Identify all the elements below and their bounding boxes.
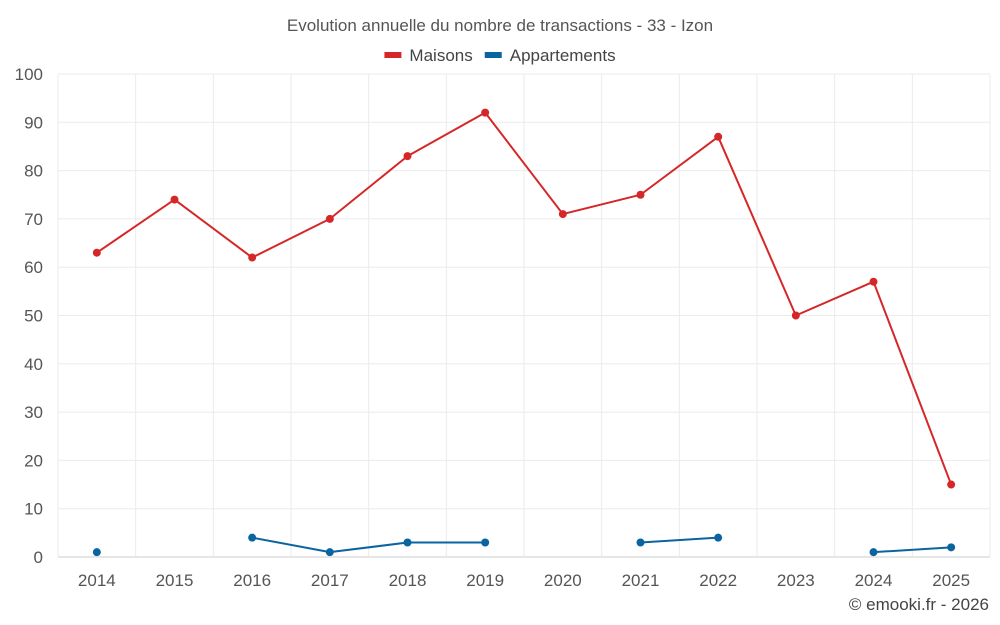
y-tick-label: 70	[24, 210, 43, 229]
x-tick-label: 2025	[932, 571, 970, 590]
data-point[interactable]	[403, 152, 412, 161]
y-tick-label: 10	[24, 500, 43, 519]
legend-label: Maisons	[409, 46, 472, 65]
data-point[interactable]	[636, 190, 645, 199]
data-point[interactable]	[481, 538, 490, 547]
plot-area	[92, 108, 956, 557]
data-point[interactable]	[92, 248, 101, 257]
x-tick-label: 2020	[544, 571, 582, 590]
x-tick-label: 2023	[777, 571, 815, 590]
series-line-segment	[561, 193, 642, 216]
series-appartements	[92, 533, 956, 557]
data-point[interactable]	[248, 253, 257, 262]
y-tick-label: 90	[24, 113, 43, 132]
y-tick-label: 0	[34, 548, 43, 567]
y-tick-label: 40	[24, 355, 43, 374]
data-point[interactable]	[248, 533, 257, 542]
data-point[interactable]	[714, 533, 723, 542]
series-line-segment	[639, 135, 720, 196]
data-point[interactable]	[170, 195, 179, 204]
series-line-segment	[872, 280, 953, 486]
series-maisons	[92, 108, 956, 489]
series-line-segment	[328, 155, 409, 220]
data-point[interactable]	[558, 210, 567, 219]
x-tick-label: 2024	[855, 571, 893, 590]
chart-title: Evolution annuelle du nombre de transact…	[287, 16, 713, 35]
legend-swatch	[484, 52, 502, 58]
series-line-segment	[251, 217, 331, 259]
grid	[57, 73, 991, 558]
y-tick-label: 50	[24, 307, 43, 326]
data-point[interactable]	[92, 548, 101, 557]
data-point[interactable]	[403, 538, 412, 547]
data-point[interactable]	[636, 538, 645, 547]
data-point[interactable]	[791, 311, 800, 320]
legend-swatch	[384, 52, 402, 58]
series-line-segment	[872, 546, 953, 554]
x-tick-label: 2015	[156, 571, 194, 590]
y-tick-label: 80	[24, 162, 43, 181]
x-tick-label: 2017	[311, 571, 349, 590]
x-axis: 2014 2015 2016 2017 2018 2019 2020 2021 2022 2023…	[78, 571, 970, 590]
x-tick-label: 2016	[233, 571, 271, 590]
data-point[interactable]	[947, 480, 956, 489]
legend-item-maisons[interactable]: Maisons	[384, 46, 473, 65]
series-line-segment	[484, 111, 564, 216]
y-axis: 0 10 20 30 40 50 60 70 80 90 100	[15, 65, 43, 567]
x-tick-label: 2014	[78, 571, 116, 590]
series-line-segment	[251, 536, 331, 554]
y-tick-label: 100	[15, 65, 43, 84]
data-point[interactable]	[325, 548, 334, 557]
series-line-segment	[173, 198, 254, 259]
series-line-segment	[95, 198, 176, 254]
series-line-segment	[717, 135, 797, 317]
data-point[interactable]	[325, 214, 334, 223]
y-tick-label: 30	[24, 403, 43, 422]
legend: Maisons Appartements	[384, 46, 616, 65]
credit-text: © emooki.fr - 2026	[849, 595, 989, 614]
y-tick-label: 60	[24, 258, 43, 277]
series-line-segment	[794, 280, 875, 317]
data-point[interactable]	[869, 548, 878, 557]
x-tick-label: 2019	[466, 571, 504, 590]
legend-item-appartements[interactable]: Appartements	[484, 46, 616, 65]
x-tick-label: 2022	[699, 571, 737, 590]
data-point[interactable]	[869, 277, 878, 286]
y-tick-label: 20	[24, 451, 43, 470]
data-point[interactable]	[714, 132, 723, 141]
data-point[interactable]	[481, 108, 490, 117]
x-tick-label: 2018	[389, 571, 427, 590]
series-line-segment	[639, 536, 720, 544]
legend-label: Appartements	[510, 46, 616, 65]
series-line-segment	[406, 111, 487, 158]
series-line-segment	[328, 541, 409, 554]
x-tick-label: 2021	[622, 571, 660, 590]
data-point[interactable]	[947, 543, 956, 552]
